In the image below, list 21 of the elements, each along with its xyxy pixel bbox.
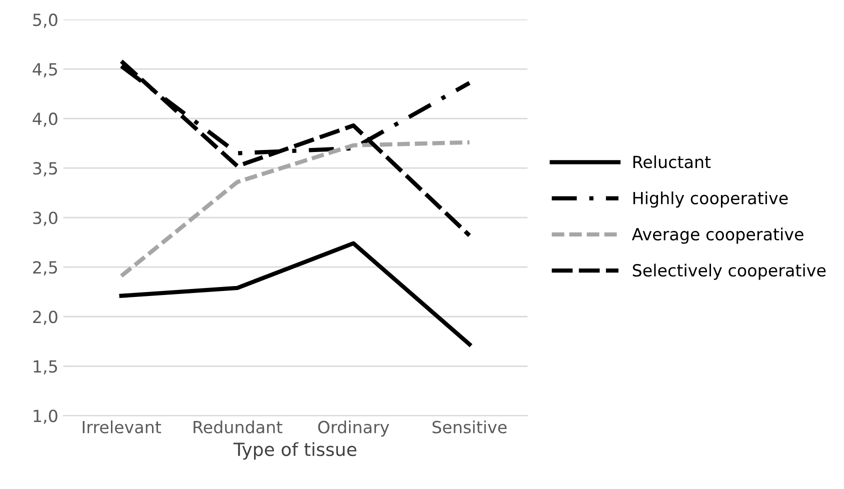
y-tick-label: 1,0 bbox=[34, 410, 58, 424]
legend-label: Reluctant bbox=[633, 155, 711, 168]
y-tick-label: 2,0 bbox=[33, 310, 58, 325]
y-tick-label: 5,0 bbox=[33, 14, 58, 28]
line-series bbox=[119, 241, 472, 346]
x-tick-label: Sensitive bbox=[432, 420, 507, 434]
x-tick-label: Ordinary bbox=[318, 420, 390, 437]
x-axis-title: Type of tissue bbox=[233, 442, 356, 460]
legend-label: Average cooperative bbox=[632, 228, 804, 244]
y-tick-label: 4,5 bbox=[32, 63, 57, 78]
y-tick-label: 2,5 bbox=[33, 261, 57, 276]
x-tick-label: Irrelevant bbox=[82, 420, 162, 434]
y-tick-label: 3,5 bbox=[33, 162, 57, 176]
y-tick-label: 4,0 bbox=[32, 112, 58, 127]
legend-label: Highly cooperative bbox=[633, 191, 788, 208]
y-tick-label: 1,5 bbox=[34, 360, 57, 374]
legend-label: Selectively cooperative bbox=[632, 264, 826, 280]
line-series bbox=[119, 140, 472, 278]
x-tick-label: Redundant bbox=[194, 420, 282, 434]
line-series bbox=[119, 59, 472, 238]
y-tick-label: 3,0 bbox=[33, 212, 58, 226]
